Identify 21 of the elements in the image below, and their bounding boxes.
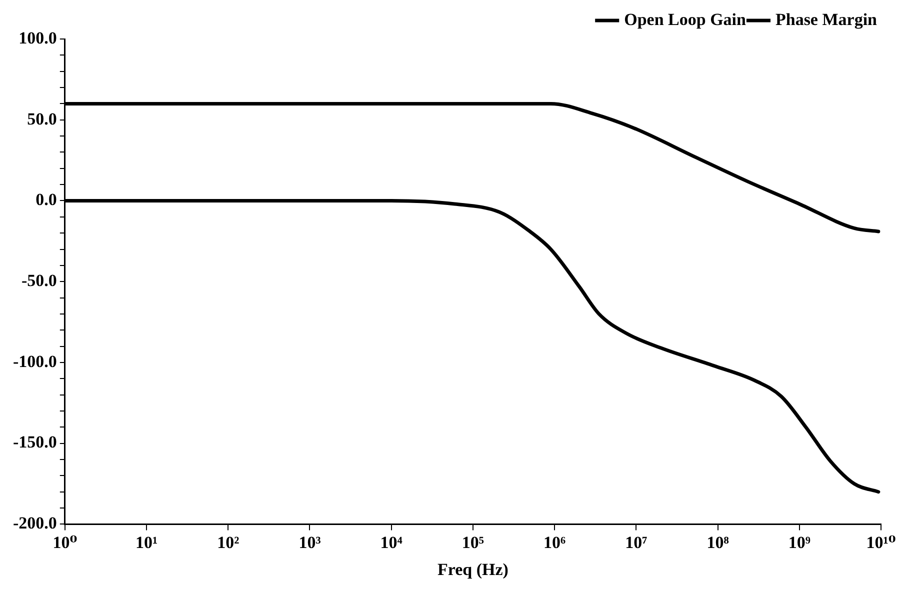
x-tick-label: 10⁹ — [788, 532, 810, 552]
x-tick-label: 10⁶ — [544, 532, 566, 552]
y-tick-label: 50.0 — [27, 109, 57, 128]
x-tick-label: 10⁵ — [462, 532, 484, 552]
legend-label: Open Loop Gain — [624, 10, 747, 29]
y-tick-label: -150.0 — [12, 432, 57, 452]
y-tick-label: 100.0 — [18, 28, 57, 48]
y-tick-label: -200.0 — [12, 514, 57, 533]
x-tick-label: 10⁸ — [706, 532, 729, 552]
legend-label: Phase Margin — [775, 10, 878, 29]
y-tick-label: 0.0 — [36, 190, 57, 210]
x-tick-label: 10² — [217, 532, 240, 552]
x-tick-label: 10⁴ — [380, 532, 402, 552]
x-tick-label: 10¹⁰ — [866, 532, 896, 552]
y-tick-label: -50.0 — [21, 270, 57, 290]
x-tick-label: 10³ — [298, 532, 321, 552]
x-tick-label: 10⁰ — [52, 532, 78, 552]
x-tick-label: 10¹ — [135, 532, 158, 552]
y-tick-label: -100.0 — [12, 352, 57, 371]
x-tick-label: 10⁷ — [625, 532, 648, 552]
x-axis-title: Freq (Hz) — [437, 560, 508, 580]
